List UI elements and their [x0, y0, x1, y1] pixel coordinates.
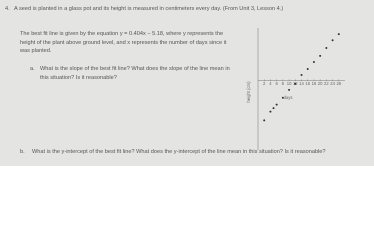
x-tick-label: 26: [336, 81, 341, 86]
scatter-plot: days height (cm) 2468101214161820222426: [246, 28, 345, 150]
data-point: [319, 54, 322, 57]
x-tick-label: 14: [299, 81, 304, 86]
x-tick-label: 8: [282, 81, 285, 86]
y-axis-label: height (cm): [246, 81, 251, 103]
part-question: What is the slope of the best fit line? …: [40, 66, 230, 81]
part-label: b.: [20, 149, 25, 155]
data-point: [288, 88, 291, 91]
x-tick-label: 20: [318, 81, 323, 86]
problem-context: The best fit line is given by the equati…: [20, 31, 227, 54]
part-question: What is the y-intercept of the best fit …: [32, 149, 326, 155]
data-point: [272, 107, 275, 110]
problem-number: 4.: [5, 6, 10, 12]
data-point: [263, 119, 266, 122]
data-point: [331, 39, 334, 42]
data-point: [337, 33, 340, 36]
x-tick-label: 24: [330, 81, 335, 86]
x-tick-label: 18: [312, 81, 317, 86]
x-tick-label: 10: [287, 81, 292, 86]
data-point: [325, 47, 328, 50]
data-point: [300, 74, 303, 77]
data-point: [294, 82, 297, 85]
x-tick-label: 6: [275, 81, 278, 86]
data-point: [275, 103, 278, 106]
x-tick-label: 4: [269, 81, 272, 86]
data-point: [281, 96, 284, 99]
x-axis-label: days: [284, 95, 293, 100]
x-tick-label: 2: [263, 81, 266, 86]
x-tick-label: 22: [324, 81, 329, 86]
x-tick-label: 16: [305, 81, 310, 86]
data-point: [269, 110, 272, 113]
problem-intro: A seed is planted in a glass pot and its…: [14, 6, 284, 12]
data-point: [306, 67, 309, 70]
part-label: a.: [30, 66, 35, 72]
data-point: [312, 60, 315, 63]
worksheet: 4. A seed is planted in a glass pot and …: [0, 0, 374, 166]
